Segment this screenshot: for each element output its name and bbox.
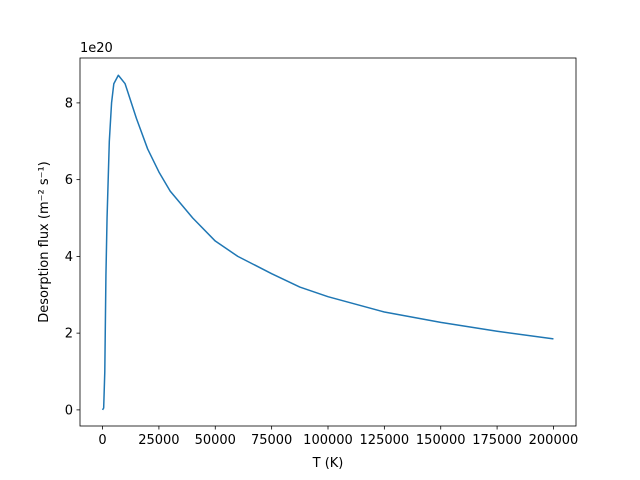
x-tick-label: 175000: [472, 433, 522, 448]
x-tick-label: 75000: [251, 433, 292, 448]
axes-frame: [79, 57, 577, 427]
x-axis-label: T (K): [312, 456, 344, 471]
y-offset-label: 1e20: [80, 41, 113, 56]
x-tick-label: 150000: [416, 433, 466, 448]
y-tick-label: 8: [65, 96, 73, 111]
y-tick-label: 2: [65, 327, 73, 342]
y-tick-label: 0: [65, 403, 73, 418]
x-tick-label: 0: [98, 433, 106, 448]
x-tick-label: 25000: [138, 433, 179, 448]
x-tick-label: 50000: [195, 433, 236, 448]
x-tick-label: 125000: [360, 433, 410, 448]
y-axis-label: Desorption flux (m⁻² s⁻¹): [37, 161, 52, 322]
data-line: [101, 74, 554, 411]
x-tick-label: 200000: [529, 433, 579, 448]
y-tick-label: 4: [65, 250, 73, 265]
y-tick-label: 6: [65, 173, 73, 188]
x-tick-label: 100000: [303, 433, 353, 448]
